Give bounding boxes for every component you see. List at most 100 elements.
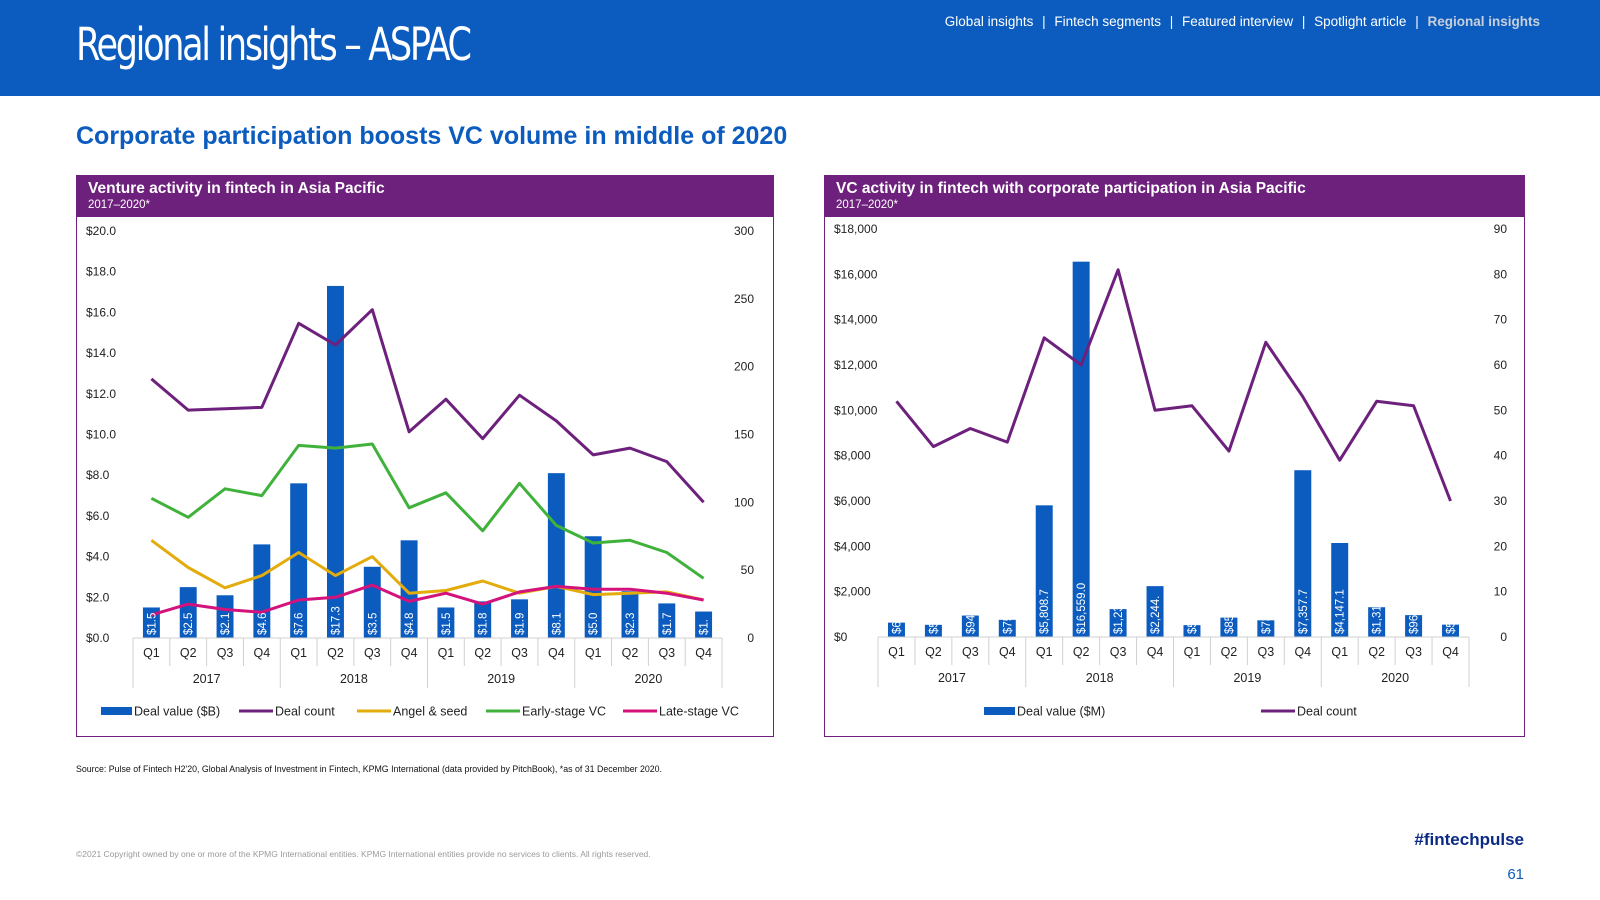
y-axis-right-tick-label: 20 <box>1494 539 1508 553</box>
y-axis-right-tick-label: 40 <box>1494 449 1508 463</box>
x-axis-quarter-label: Q3 <box>962 645 979 659</box>
bar-data-label: $1.9 <box>515 613 527 635</box>
y-axis-left-tick-label: $8,000 <box>834 449 871 463</box>
legend-label: Deal value ($M) <box>1017 705 1105 719</box>
bar-deal-value <box>887 622 905 637</box>
bar-deal-value <box>400 540 418 638</box>
bar-data-label: $1.7 <box>662 613 674 635</box>
bar-data-label: $1.5 <box>146 613 158 635</box>
venture-activity-chart: $0.0 $2.0 $4.0 $6.0 $8.0 $10.0 $12.0 $14.0 $16.0… <box>86 224 755 719</box>
y-axis-left-tick-label: $0 <box>834 630 848 644</box>
top-navigation: Global insights | Fintech segments | Fea… <box>945 14 1540 29</box>
line-early-stage-vc <box>150 442 705 580</box>
y-axis-left-tick-label: $16,000 <box>834 267 878 281</box>
bar-deal-value <box>1368 607 1386 637</box>
y-axis-right-tick-label: 90 <box>1494 222 1508 236</box>
bar-data-label: $2,244. <box>1150 596 1162 634</box>
hashtag[interactable]: #fintechpulse <box>1414 830 1524 849</box>
y-axis-right-tick-label: 50 <box>741 563 755 577</box>
nav-link-fintech-segments[interactable]: Fintech segments <box>1054 14 1161 29</box>
bar-data-label: $4.8 <box>404 613 416 635</box>
bar-data-label: $1,313.7 <box>1372 589 1384 634</box>
y-axis-left-tick-label: $20.0 <box>86 224 116 238</box>
bar-data-label: $736.6 <box>1261 599 1273 634</box>
x-axis-year-label: 2019 <box>1233 671 1261 685</box>
copyright-notice: ©2021 Copyright owned by one or more of … <box>76 849 651 859</box>
corporate-vc-chart-panel: VC activity in fintech with corporate pa… <box>824 175 1525 737</box>
nav-link-spotlight-article[interactable]: Spotlight article <box>1314 14 1407 29</box>
bar-data-label: $5.0 <box>588 613 600 635</box>
x-axis-quarter-label: Q3 <box>1405 645 1422 659</box>
legend-label: Deal value ($B) <box>134 705 220 719</box>
bar-data-label: $4.6 <box>257 613 269 635</box>
line-deal-count <box>895 268 1452 502</box>
bar-deal-value <box>584 536 602 638</box>
bar-data-label: $2.3 <box>625 613 637 635</box>
bar-data-label: $523.3 <box>1187 599 1199 634</box>
nav-separator: | <box>1169 14 1174 29</box>
bar-deal-value <box>547 473 565 638</box>
nav-link-regional-insights[interactable]: Regional insights <box>1427 14 1540 29</box>
nav-link-global-insights[interactable]: Global insights <box>944 14 1034 29</box>
chart-subtitle: 2017–2020* <box>88 199 151 211</box>
y-axis-left-tick-label: $10,000 <box>834 403 878 417</box>
bar-data-label: $7,357.7 <box>1298 589 1310 634</box>
section-headline: Corporate participation boosts VC volume… <box>76 122 788 150</box>
y-axis-left-tick-label: $10.0 <box>86 428 116 442</box>
x-axis-quarter-label: Q2 <box>1073 645 1090 659</box>
nav-link-featured-interview[interactable]: Featured interview <box>1182 14 1294 29</box>
x-axis-year-label: 2018 <box>1086 671 1114 685</box>
nav-separator: | <box>1415 14 1419 29</box>
bar-data-label: $7.6 <box>294 613 306 635</box>
bar-deal-value <box>1035 505 1053 637</box>
x-axis-quarter-label: Q3 <box>658 646 675 660</box>
bar-deal-value <box>1072 261 1090 637</box>
venture-activity-chart-panel: Venture activity in fintech in Asia Paci… <box>76 175 774 737</box>
x-axis-quarter-label: Q1 <box>438 646 455 660</box>
bar-data-label: $965.2 <box>1409 599 1421 634</box>
y-axis-left-tick-label: $14,000 <box>834 313 878 327</box>
bar-deal-value <box>1109 609 1127 637</box>
x-axis-year-label: 2018 <box>340 672 368 686</box>
legend-label: Deal count <box>1297 705 1357 719</box>
x-axis-quarter-label: Q4 <box>999 645 1016 659</box>
x-axis-quarter-label: Q4 <box>401 646 418 660</box>
x-axis-quarter-label: Q3 <box>1110 645 1127 659</box>
bar-data-label: $8.1 <box>551 613 563 635</box>
y-axis-left-tick-label: $14.0 <box>86 346 116 360</box>
bar-deal-value <box>621 591 639 638</box>
x-axis-quarter-label: Q3 <box>217 646 234 660</box>
x-axis-quarter-label: Q4 <box>548 646 565 660</box>
x-axis-quarter-label: Q2 <box>327 646 344 660</box>
bar-deal-value <box>1331 542 1349 637</box>
x-axis-quarter-label: Q4 <box>1442 645 1459 659</box>
bar-deal-value <box>1405 615 1423 637</box>
bar-data-label: $2.5 <box>183 613 195 635</box>
x-axis-quarter-label: Q2 <box>474 646 491 660</box>
x-axis-quarter-label: Q1 <box>1184 645 1201 659</box>
bar-data-label: $757.6 <box>1002 599 1014 634</box>
y-axis-right-tick-label: 300 <box>734 224 754 238</box>
nav-separator: | <box>1301 14 1306 29</box>
x-axis-quarter-label: Q3 <box>1258 645 1275 659</box>
y-axis-right-tick-label: 70 <box>1494 313 1508 327</box>
x-axis-quarter-label: Q1 <box>888 645 905 659</box>
x-axis-quarter-label: Q2 <box>622 646 639 660</box>
bar-data-label: $17.3 <box>330 606 342 635</box>
x-axis-quarter-label: Q4 <box>254 646 271 660</box>
y-axis-right-tick-label: 150 <box>734 428 754 442</box>
y-axis-left-tick-label: $6,000 <box>834 494 871 508</box>
x-axis-quarter-label: Q2 <box>180 646 197 660</box>
x-axis-quarter-label: Q1 <box>1036 645 1053 659</box>
y-axis-right-tick-label: 50 <box>1494 403 1508 417</box>
legend-label: Deal count <box>275 705 335 719</box>
legend-label: Late-stage VC <box>659 705 739 719</box>
bar-deal-value <box>216 595 234 638</box>
x-axis-quarter-label: Q1 <box>143 646 160 660</box>
legend-label: Angel & seed <box>393 705 467 719</box>
header-band <box>0 0 1600 96</box>
bar-deal-value <box>253 544 271 638</box>
bar-deal-value <box>1146 586 1164 637</box>
bar-deal-value <box>924 624 942 637</box>
legend-label: Early-stage VC <box>522 705 606 719</box>
